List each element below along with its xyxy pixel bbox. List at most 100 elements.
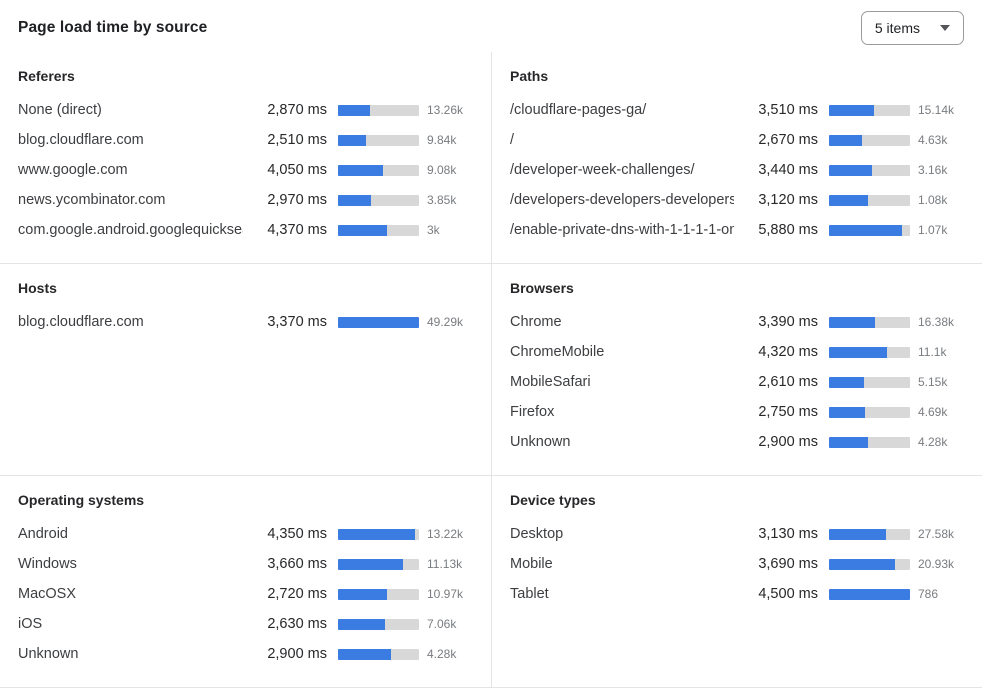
row-count: 5.15k	[918, 375, 948, 389]
table-row: www.google.com 4,050 ms 9.08k	[18, 155, 475, 185]
row-load-time: 2,720 ms	[267, 586, 327, 602]
bar-track	[338, 558, 419, 570]
row-load-time: 2,870 ms	[267, 102, 327, 118]
row-load-time: 3,390 ms	[758, 314, 818, 330]
table-row: news.ycombinator.com 2,970 ms 3.85k	[18, 185, 475, 215]
row-load-time: 3,130 ms	[758, 526, 818, 542]
section-hosts: Hosts blog.cloudflare.com 3,370 ms 49.29…	[0, 263, 491, 475]
row-label: /developers-developers-developers/	[510, 192, 734, 208]
table-row: /developers-developers-developers/ 3,120…	[510, 185, 966, 215]
row-count: 786	[918, 587, 939, 601]
row-count: 27.58k	[918, 527, 955, 541]
row-label: Desktop	[510, 526, 564, 542]
row-load-time: 2,900 ms	[758, 434, 818, 450]
row-count: 49.29k	[427, 315, 464, 329]
bar-track	[338, 164, 419, 176]
row-label: blog.cloudflare.com	[18, 314, 144, 330]
row-count: 11.13k	[427, 557, 463, 571]
row-label: news.ycombinator.com	[18, 192, 166, 208]
table-row: /cloudflare-pages-ga/ 3,510 ms 15.14k	[510, 95, 966, 125]
bar-track	[338, 528, 419, 540]
row-count: 4.63k	[918, 133, 948, 147]
table-row: Tablet 4,500 ms 786	[510, 579, 966, 609]
row-count: 9.08k	[427, 163, 457, 177]
bar-track	[829, 224, 910, 236]
bar-fill	[829, 436, 868, 448]
section-heading: Browsers	[510, 280, 574, 296]
bar-track	[829, 194, 910, 206]
bar-track	[338, 316, 419, 328]
row-label: Unknown	[510, 434, 571, 450]
row-label: MacOSX	[18, 586, 77, 602]
table-row: /enable-private-dns-with-1-1-1-1-on-... …	[510, 215, 966, 245]
row-label: None (direct)	[18, 102, 102, 118]
row-load-time: 2,970 ms	[267, 192, 327, 208]
section-heading: Hosts	[18, 280, 57, 296]
bar-fill	[829, 346, 887, 358]
row-label: /developer-week-challenges/	[510, 162, 695, 178]
row-count: 3k	[427, 223, 440, 237]
sections-grid: Referers None (direct) 2,870 ms 13.26k b…	[0, 52, 982, 688]
table-row: Mobile 3,690 ms 20.93k	[510, 549, 966, 579]
table-row: blog.cloudflare.com 3,370 ms 49.29k	[18, 307, 475, 337]
row-label: MobileSafari	[510, 374, 591, 390]
table-row: ChromeMobile 4,320 ms 11.1k	[510, 337, 966, 367]
bar-fill	[338, 528, 415, 540]
bar-fill	[338, 648, 391, 660]
bar-fill	[338, 194, 372, 206]
bar-fill	[338, 134, 367, 146]
row-count: 1.07k	[918, 223, 948, 237]
row-load-time: 2,900 ms	[267, 646, 327, 662]
widget-header: Page load time by source 5 items	[0, 0, 982, 52]
bar-fill	[829, 194, 868, 206]
row-load-time: 2,610 ms	[758, 374, 818, 390]
bar-fill	[829, 406, 866, 418]
section-referers: Referers None (direct) 2,870 ms 13.26k b…	[0, 52, 491, 263]
row-label: com.google.android.googlequicksearc...	[18, 222, 243, 238]
bar-track	[829, 164, 910, 176]
table-row: com.google.android.googlequicksearc... 4…	[18, 215, 475, 245]
table-row: MacOSX 2,720 ms 10.97k	[18, 579, 475, 609]
section-heading: Device types	[510, 492, 596, 508]
row-load-time: 2,750 ms	[758, 404, 818, 420]
row-count: 20.93k	[918, 557, 955, 571]
table-row: Firefox 2,750 ms 4.69k	[510, 397, 966, 427]
table-row: iOS 2,630 ms 7.06k	[18, 609, 475, 639]
row-load-time: 4,350 ms	[267, 526, 327, 542]
row-count: 15.14k	[918, 103, 955, 117]
row-label: Unknown	[18, 646, 79, 662]
row-load-time: 5,880 ms	[758, 222, 818, 238]
bar-fill	[829, 224, 902, 236]
section-device-types: Device types Desktop 3,130 ms 27.58k Mob…	[491, 475, 982, 687]
row-label: Firefox	[510, 404, 555, 420]
row-label: Tablet	[510, 586, 549, 602]
chevron-down-icon	[940, 25, 950, 31]
items-count-dropdown[interactable]: 5 items	[860, 11, 964, 45]
bar-fill	[829, 164, 872, 176]
row-label: Chrome	[510, 314, 562, 330]
row-count: 3.16k	[918, 163, 948, 177]
section-heading: Paths	[510, 68, 549, 84]
row-label: www.google.com	[18, 162, 128, 178]
row-label: /cloudflare-pages-ga/	[510, 102, 647, 118]
bar-track	[829, 558, 910, 570]
row-load-time: 3,120 ms	[758, 192, 818, 208]
section-operating-systems: Operating systems Android 4,350 ms 13.22…	[0, 475, 491, 687]
bar-fill	[338, 618, 385, 630]
row-count: 3.85k	[427, 193, 457, 207]
bar-track	[338, 104, 419, 116]
bar-fill	[829, 104, 875, 116]
table-row: Desktop 3,130 ms 27.58k	[510, 519, 966, 549]
row-label: Windows	[18, 556, 77, 572]
bar-fill	[829, 558, 896, 570]
row-count: 10.97k	[427, 587, 464, 601]
section-heading: Referers	[18, 68, 75, 84]
bar-track	[829, 528, 910, 540]
row-load-time: 3,510 ms	[758, 102, 818, 118]
row-label: iOS	[18, 616, 43, 632]
table-row: /developer-week-challenges/ 3,440 ms 3.1…	[510, 155, 966, 185]
section-paths: Paths /cloudflare-pages-ga/ 3,510 ms 15.…	[491, 52, 982, 263]
bar-track	[338, 224, 419, 236]
bar-fill	[338, 558, 403, 570]
row-load-time: 3,370 ms	[267, 314, 327, 330]
